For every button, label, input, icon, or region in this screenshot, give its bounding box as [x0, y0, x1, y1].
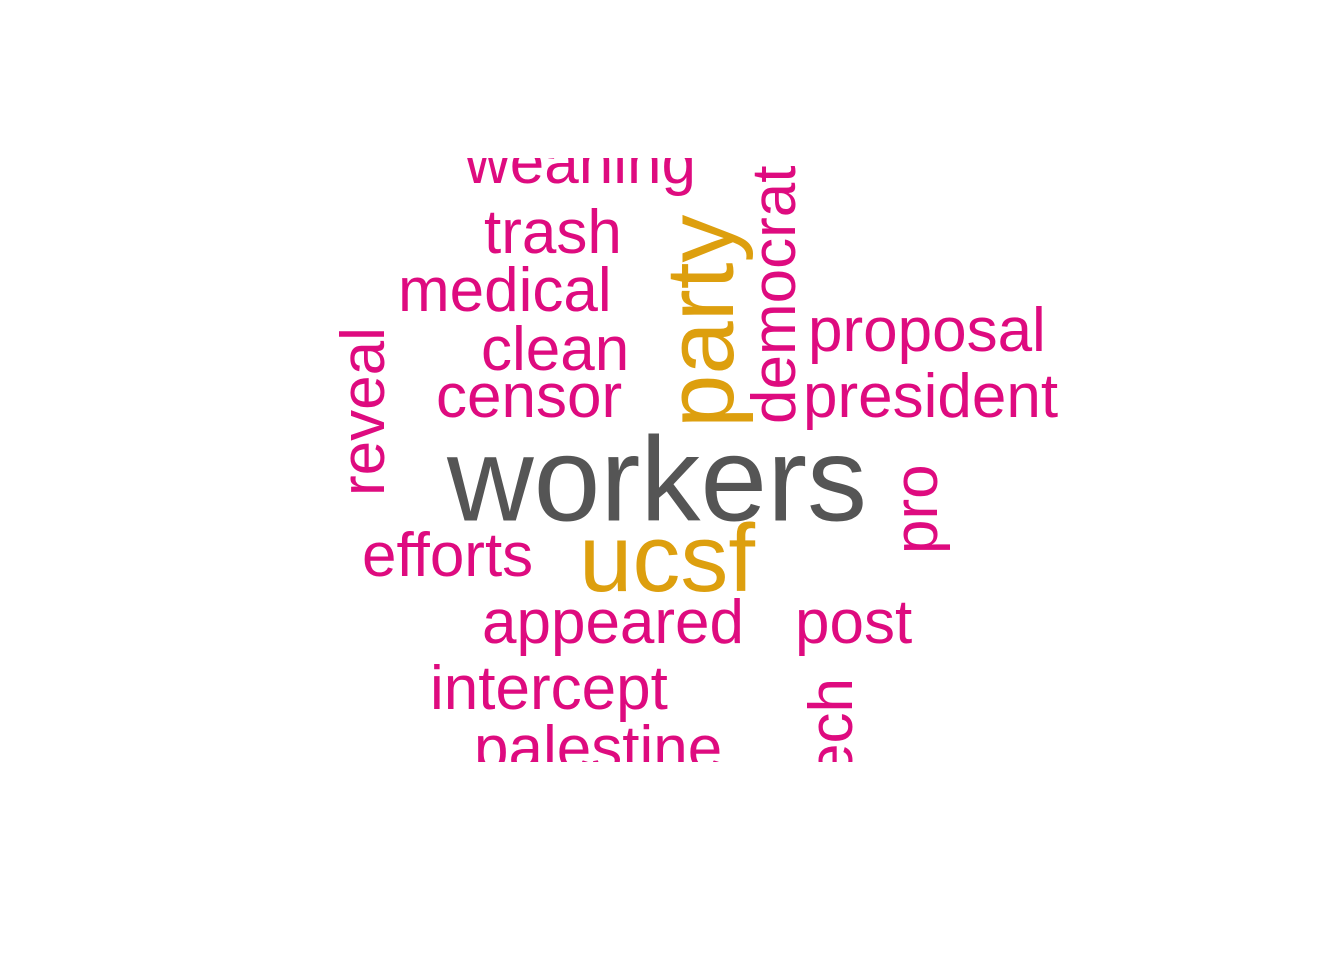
word-trash: trash [484, 197, 622, 267]
word-party: party [647, 214, 755, 428]
word-medical: medical [398, 255, 612, 325]
word-pro: pro [881, 464, 951, 554]
word-proposal: proposal [808, 295, 1046, 365]
word-censor: censor [436, 361, 623, 431]
word-intercept: intercept [430, 653, 668, 723]
word-weaning: weaning [465, 158, 696, 197]
word-clean: clean [481, 314, 630, 384]
word-post: post [795, 587, 913, 657]
word-reveal: reveal [328, 327, 398, 496]
word-cloud-plot-area: weaning trash medical clean censor party… [0, 158, 1344, 762]
word-president: president [803, 361, 1059, 431]
word-speech: speech [797, 678, 866, 762]
word-efforts: efforts [362, 520, 534, 590]
word-ucsf: ucsf [579, 505, 756, 613]
word-workers: workers [447, 412, 868, 547]
word-palestine: palestine [474, 713, 723, 762]
word-democrat: democrat [739, 165, 809, 424]
word-appeared: appeared [482, 587, 745, 657]
